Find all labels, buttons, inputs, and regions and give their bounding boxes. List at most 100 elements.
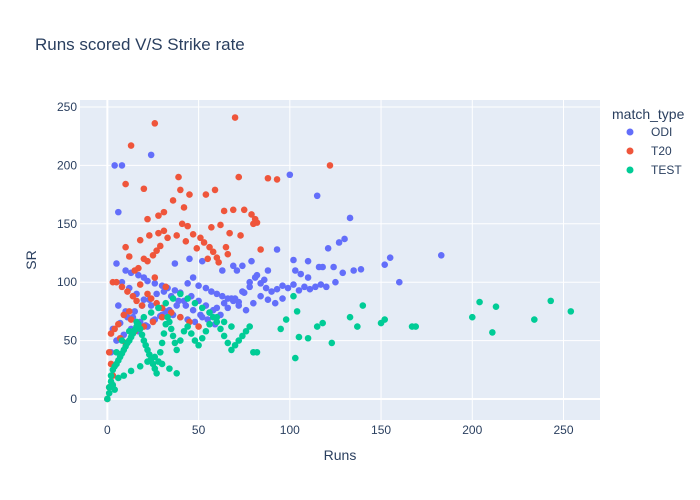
data-point <box>253 348 261 356</box>
legend-item-odi[interactable]: ODI <box>626 125 673 139</box>
data-point <box>125 308 133 315</box>
y-tick-label: 200 <box>57 158 77 172</box>
data-point <box>189 274 197 281</box>
data-point <box>160 208 168 216</box>
data-point <box>149 252 157 259</box>
data-point <box>136 362 144 370</box>
data-point <box>136 325 144 333</box>
legend-marker-t20 <box>626 147 634 155</box>
data-point <box>220 332 228 340</box>
data-point <box>138 331 146 339</box>
data-point <box>173 369 181 377</box>
data-point <box>219 267 226 274</box>
data-point <box>229 206 237 214</box>
data-point <box>291 267 299 274</box>
data-point <box>115 302 122 309</box>
data-point <box>228 346 235 354</box>
data-point <box>381 316 389 323</box>
plot-area <box>80 100 600 420</box>
data-point <box>226 229 233 237</box>
data-point <box>136 281 144 288</box>
data-point <box>211 186 219 194</box>
data-point <box>246 323 253 330</box>
data-point <box>127 316 135 323</box>
data-point <box>156 242 164 250</box>
legend-item-test[interactable]: TEST <box>626 163 683 177</box>
data-point <box>246 278 253 286</box>
data-point <box>228 323 235 330</box>
data-point <box>197 311 204 319</box>
data-point <box>127 367 135 375</box>
data-point <box>144 358 151 365</box>
data-point <box>350 267 357 274</box>
data-point <box>182 238 190 245</box>
y-tick-label: 150 <box>57 217 77 231</box>
data-point <box>175 173 182 181</box>
data-point <box>248 211 255 218</box>
data-point <box>122 267 129 274</box>
x-tick-label: 50 <box>192 423 206 437</box>
data-point <box>113 260 120 267</box>
data-point <box>169 332 177 340</box>
legend-marker-odi <box>626 128 634 136</box>
data-point <box>476 298 483 306</box>
data-point <box>290 256 297 264</box>
x-tick-label: 100 <box>280 423 300 437</box>
data-point <box>151 280 159 287</box>
data-point <box>323 283 330 291</box>
data-point <box>235 302 243 309</box>
data-point <box>169 197 177 204</box>
data-point <box>177 290 184 298</box>
data-point <box>155 304 162 312</box>
data-point <box>357 266 365 273</box>
data-point <box>386 254 394 261</box>
data-point <box>219 292 226 300</box>
data-point <box>220 318 228 326</box>
data-point <box>317 281 325 288</box>
data-point <box>412 323 420 330</box>
y-tick-label: 100 <box>57 275 77 289</box>
data-point <box>138 302 146 309</box>
data-point <box>122 243 129 251</box>
data-point <box>437 252 445 259</box>
data-point <box>202 284 210 292</box>
data-point <box>115 208 122 216</box>
data-point <box>171 260 179 267</box>
data-point <box>158 339 166 347</box>
data-point <box>111 325 118 333</box>
legend-item-t20[interactable]: T20 <box>626 144 673 158</box>
data-point <box>257 292 264 300</box>
data-point <box>167 309 175 316</box>
data-point <box>195 323 202 330</box>
data-point <box>153 369 160 377</box>
data-point <box>111 162 118 169</box>
data-point <box>127 142 135 149</box>
data-point <box>242 327 250 335</box>
data-point <box>492 303 500 311</box>
data-point <box>312 283 319 291</box>
data-point <box>264 296 272 304</box>
data-point <box>180 327 188 335</box>
data-point <box>180 204 188 211</box>
data-point <box>222 243 230 251</box>
data-point <box>187 330 195 337</box>
data-point <box>144 277 151 285</box>
data-point <box>231 341 239 349</box>
data-point <box>330 263 337 271</box>
data-point <box>182 302 190 309</box>
data-point <box>224 304 232 312</box>
data-point <box>547 297 555 305</box>
y-tick-labels: 0 50 100 150 200 250 <box>57 100 77 406</box>
data-point <box>153 247 160 254</box>
data-point <box>239 262 246 270</box>
data-point <box>295 287 303 294</box>
x-tick-label: 250 <box>553 423 573 437</box>
data-point <box>273 285 281 293</box>
data-point <box>213 313 221 321</box>
data-point <box>122 180 129 188</box>
data-point <box>206 320 213 328</box>
data-point <box>162 283 170 291</box>
data-point <box>184 323 191 330</box>
data-point <box>136 236 144 244</box>
data-point <box>189 231 197 238</box>
